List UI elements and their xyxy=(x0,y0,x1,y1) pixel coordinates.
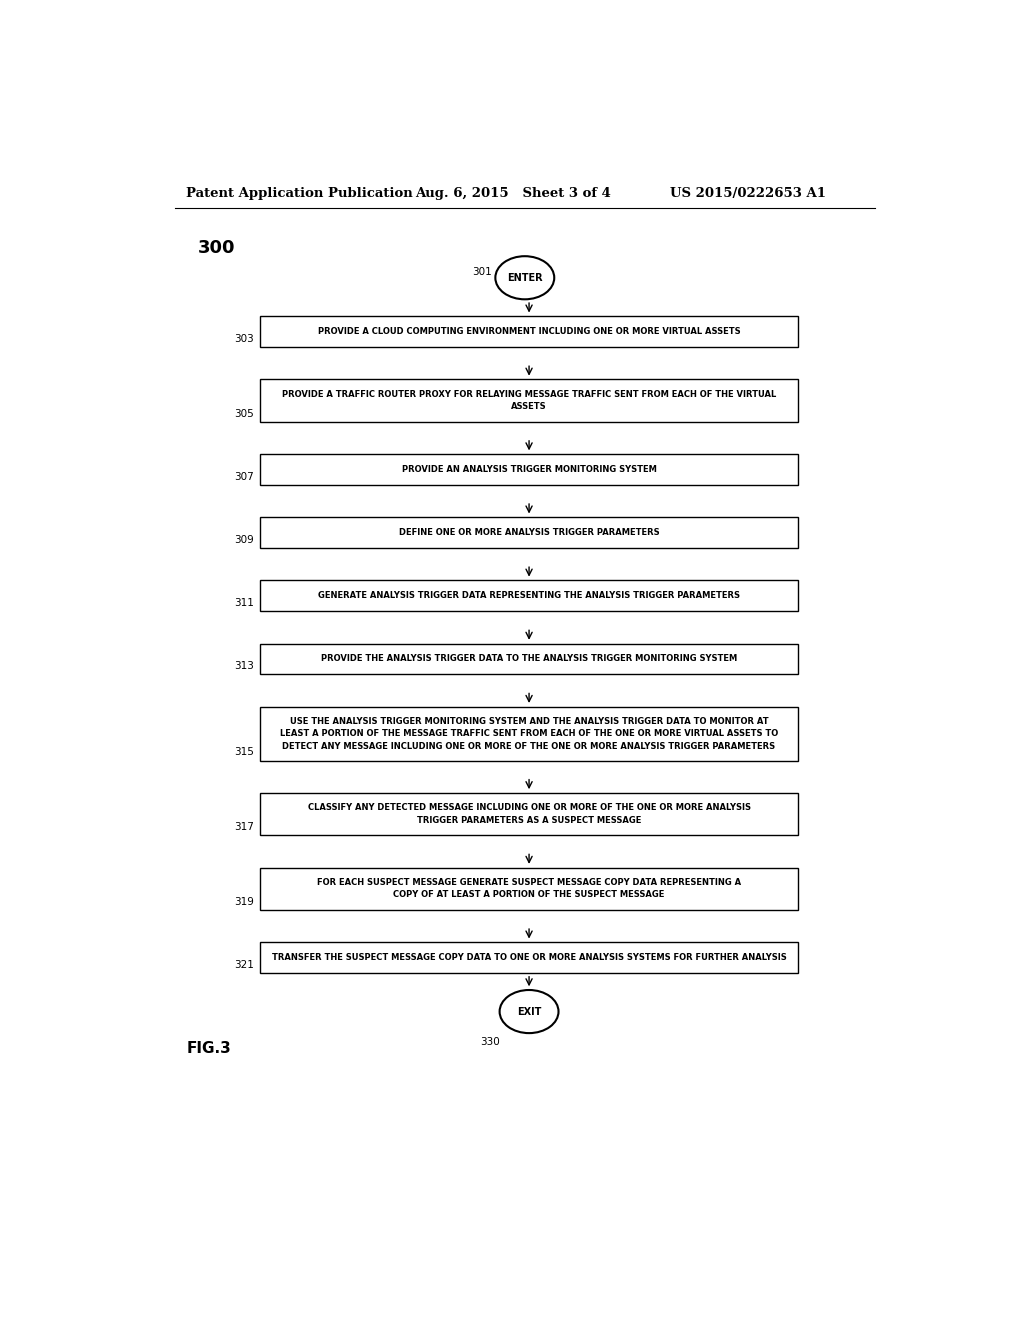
Text: 307: 307 xyxy=(233,471,254,482)
Text: 301: 301 xyxy=(472,267,493,277)
Text: PROVIDE THE ANALYSIS TRIGGER DATA TO THE ANALYSIS TRIGGER MONITORING SYSTEM: PROVIDE THE ANALYSIS TRIGGER DATA TO THE… xyxy=(321,655,737,664)
Bar xyxy=(260,942,799,973)
Text: 305: 305 xyxy=(233,409,254,418)
Text: 315: 315 xyxy=(233,747,254,758)
Text: 303: 303 xyxy=(233,334,254,345)
Bar xyxy=(260,644,799,675)
Bar xyxy=(260,706,799,760)
Text: US 2015/0222653 A1: US 2015/0222653 A1 xyxy=(671,186,826,199)
Text: 317: 317 xyxy=(233,822,254,832)
Text: PROVIDE A CLOUD COMPUTING ENVIRONMENT INCLUDING ONE OR MORE VIRTUAL ASSETS: PROVIDE A CLOUD COMPUTING ENVIRONMENT IN… xyxy=(317,327,740,337)
Text: 311: 311 xyxy=(233,598,254,609)
Text: PROVIDE A TRAFFIC ROUTER PROXY FOR RELAYING MESSAGE TRAFFIC SENT FROM EACH OF TH: PROVIDE A TRAFFIC ROUTER PROXY FOR RELAY… xyxy=(282,389,776,412)
Text: 319: 319 xyxy=(233,896,254,907)
Text: DEFINE ONE OR MORE ANALYSIS TRIGGER PARAMETERS: DEFINE ONE OR MORE ANALYSIS TRIGGER PARA… xyxy=(398,528,659,537)
Text: FIG.3: FIG.3 xyxy=(186,1040,230,1056)
Text: EXIT: EXIT xyxy=(517,1007,542,1016)
Bar xyxy=(260,867,799,909)
Text: CLASSIFY ANY DETECTED MESSAGE INCLUDING ONE OR MORE OF THE ONE OR MORE ANALYSIS
: CLASSIFY ANY DETECTED MESSAGE INCLUDING … xyxy=(307,804,751,825)
Text: Aug. 6, 2015   Sheet 3 of 4: Aug. 6, 2015 Sheet 3 of 4 xyxy=(415,186,610,199)
Text: 313: 313 xyxy=(233,661,254,671)
Bar xyxy=(260,454,799,484)
Text: 321: 321 xyxy=(233,960,254,970)
Text: ENTER: ENTER xyxy=(507,273,543,282)
Text: TRANSFER THE SUSPECT MESSAGE COPY DATA TO ONE OR MORE ANALYSIS SYSTEMS FOR FURTH: TRANSFER THE SUSPECT MESSAGE COPY DATA T… xyxy=(271,953,786,962)
Bar xyxy=(260,317,799,347)
Bar xyxy=(260,581,799,611)
Bar xyxy=(260,379,799,422)
Text: FOR EACH SUSPECT MESSAGE GENERATE SUSPECT MESSAGE COPY DATA REPRESENTING A
COPY : FOR EACH SUSPECT MESSAGE GENERATE SUSPEC… xyxy=(317,878,741,899)
Text: Patent Application Publication: Patent Application Publication xyxy=(186,186,413,199)
Text: USE THE ANALYSIS TRIGGER MONITORING SYSTEM AND THE ANALYSIS TRIGGER DATA TO MONI: USE THE ANALYSIS TRIGGER MONITORING SYST… xyxy=(280,717,778,751)
Text: PROVIDE AN ANALYSIS TRIGGER MONITORING SYSTEM: PROVIDE AN ANALYSIS TRIGGER MONITORING S… xyxy=(401,465,656,474)
Text: GENERATE ANALYSIS TRIGGER DATA REPRESENTING THE ANALYSIS TRIGGER PARAMETERS: GENERATE ANALYSIS TRIGGER DATA REPRESENT… xyxy=(318,591,740,601)
Text: 309: 309 xyxy=(233,535,254,545)
Bar xyxy=(260,517,799,548)
Text: 330: 330 xyxy=(480,1038,500,1047)
Text: 300: 300 xyxy=(198,239,236,257)
Bar xyxy=(260,793,799,836)
